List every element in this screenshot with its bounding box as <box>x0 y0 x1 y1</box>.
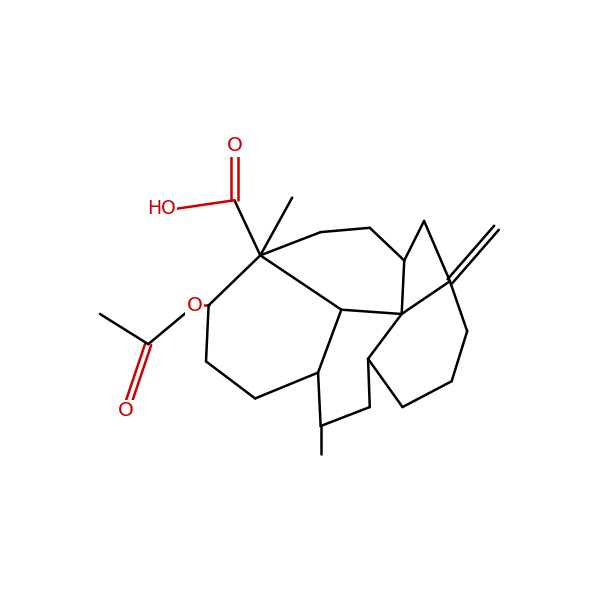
Text: O: O <box>187 296 203 315</box>
Text: HO: HO <box>147 199 176 218</box>
Text: O: O <box>227 136 242 155</box>
Text: O: O <box>118 401 134 420</box>
